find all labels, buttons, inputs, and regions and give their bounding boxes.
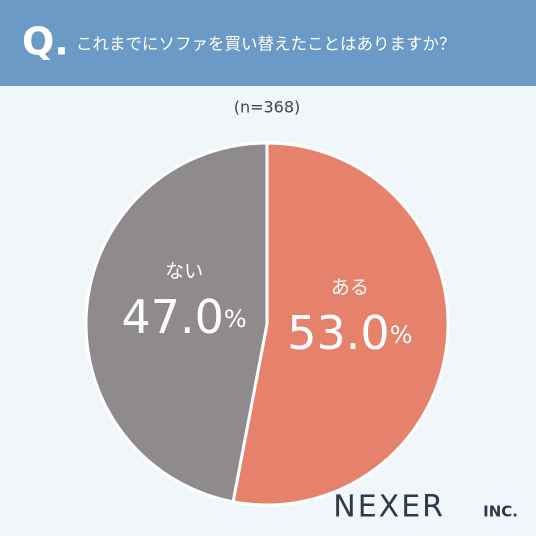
- value-label: 53.0%: [287, 305, 412, 359]
- value-label: 47.0%: [121, 290, 246, 344]
- slice-label: ある: [331, 276, 369, 298]
- chart-subtitle: (n=368): [234, 98, 301, 117]
- brand-suffix: INC.: [483, 503, 518, 521]
- header-band: [0, 0, 536, 86]
- brand-logo: NEXER: [333, 490, 445, 525]
- pie: ある 53.0% ない 47.0%: [84, 141, 450, 507]
- question-mark: Q.: [22, 20, 69, 64]
- slice-label: ない: [165, 261, 203, 283]
- pie-slice: [231, 141, 450, 507]
- chart-title: これまでにソファを買い替えたことはありますか？: [76, 35, 456, 54]
- pie-slice: [84, 141, 269, 504]
